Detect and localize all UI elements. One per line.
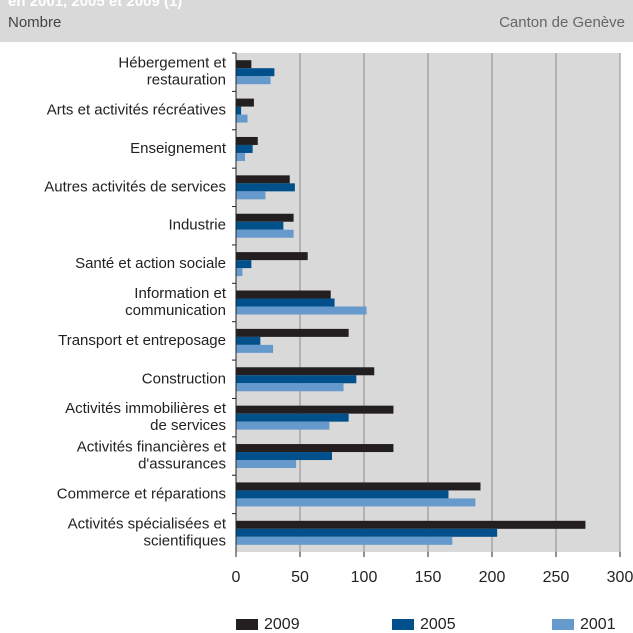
legend-swatch	[236, 619, 258, 630]
bar	[236, 375, 357, 384]
bar	[236, 106, 242, 115]
region-label: Canton de Genève	[499, 14, 625, 31]
x-tick-label: 250	[543, 569, 570, 586]
x-tick-label: 50	[291, 569, 309, 586]
bar	[236, 298, 335, 307]
y-tick-label: Activités immobilières et de services	[65, 400, 227, 434]
bar	[236, 528, 498, 537]
label-line: de services	[150, 417, 226, 434]
legend-swatch	[552, 619, 574, 630]
bar	[236, 252, 308, 261]
bar	[236, 68, 275, 77]
y-tick-label: Transport et entreposage	[58, 332, 226, 349]
bar	[236, 175, 290, 184]
label-line: Activités immobilières et	[65, 400, 227, 417]
y-tick-label: Enseignement	[130, 140, 227, 157]
label-line: Hébergement et	[118, 55, 226, 72]
bar	[236, 413, 349, 422]
unit-label: Nombre	[8, 14, 61, 31]
x-tick-label: 200	[479, 569, 506, 586]
bar	[236, 136, 258, 145]
y-tick-label: Hébergement et restauration	[118, 55, 226, 89]
x-tick-label: 150	[415, 569, 442, 586]
x-tick-label: 0	[232, 569, 241, 586]
x-tick-label: 300	[607, 569, 633, 586]
bar	[236, 336, 261, 345]
label-line: d'assurances	[138, 456, 226, 473]
header-band	[0, 0, 633, 42]
bar	[236, 268, 243, 277]
label-line: Activités financières et	[77, 439, 227, 456]
bar	[236, 383, 344, 392]
legend-label: 2001	[580, 616, 616, 633]
bar	[236, 221, 284, 230]
bar	[236, 520, 586, 529]
label-line: restauration	[147, 72, 226, 89]
bar	[236, 213, 294, 222]
x-tick-label: 100	[351, 569, 378, 586]
bar	[236, 367, 375, 376]
bar	[236, 482, 481, 491]
bar	[236, 490, 449, 499]
label-line: Santé et action sociale	[75, 255, 226, 272]
legend-swatch	[392, 619, 414, 630]
legend-label: 2005	[420, 616, 456, 633]
label-line: Construction	[142, 370, 226, 387]
y-tick-label: Activités spécialisées et scientifiques	[68, 515, 227, 549]
label-line: Enseignement	[130, 140, 227, 157]
y-tick-label: Information et communication	[125, 285, 227, 319]
label-line: Industrie	[168, 217, 226, 234]
label-line: Transport et entreposage	[58, 332, 226, 349]
label-line: Autres activités de services	[44, 178, 226, 195]
y-tick-label: Commerce et réparations	[57, 485, 226, 502]
bar	[236, 460, 297, 469]
bar	[236, 229, 294, 238]
chart-title: en 2001, 2005 et 2009 (1)	[8, 0, 182, 10]
bar	[236, 306, 367, 315]
y-tick-label: Activités financières et d'assurances	[77, 439, 227, 473]
bar	[236, 444, 394, 453]
bar	[236, 498, 476, 507]
label-line: communication	[125, 302, 226, 319]
bar	[236, 421, 330, 430]
y-tick-label: Industrie	[168, 217, 226, 234]
bar	[236, 191, 266, 200]
legend-label: 2009	[264, 616, 300, 633]
bar	[236, 344, 274, 353]
y-tick-label: Santé et action sociale	[75, 255, 226, 272]
bar	[236, 405, 394, 414]
y-tick-label: Arts et activités récréatives	[47, 102, 226, 119]
bar	[236, 144, 253, 153]
bar	[236, 152, 245, 161]
y-tick-label: Autres activités de services	[44, 178, 226, 195]
bar	[236, 98, 254, 107]
label-line: Commerce et réparations	[57, 485, 226, 502]
bar	[236, 536, 453, 545]
bar	[236, 290, 331, 299]
label-line: Activités spécialisées et	[68, 515, 227, 532]
label-line: scientifiques	[143, 532, 226, 549]
bar	[236, 114, 248, 123]
bar	[236, 183, 295, 192]
bar	[236, 328, 349, 337]
label-line: Arts et activités récréatives	[47, 102, 226, 119]
bar	[236, 60, 252, 69]
y-tick-label: Construction	[142, 370, 226, 387]
bar	[236, 76, 271, 85]
bar	[236, 260, 252, 269]
label-line: Information et	[134, 285, 227, 302]
bar	[236, 452, 332, 461]
